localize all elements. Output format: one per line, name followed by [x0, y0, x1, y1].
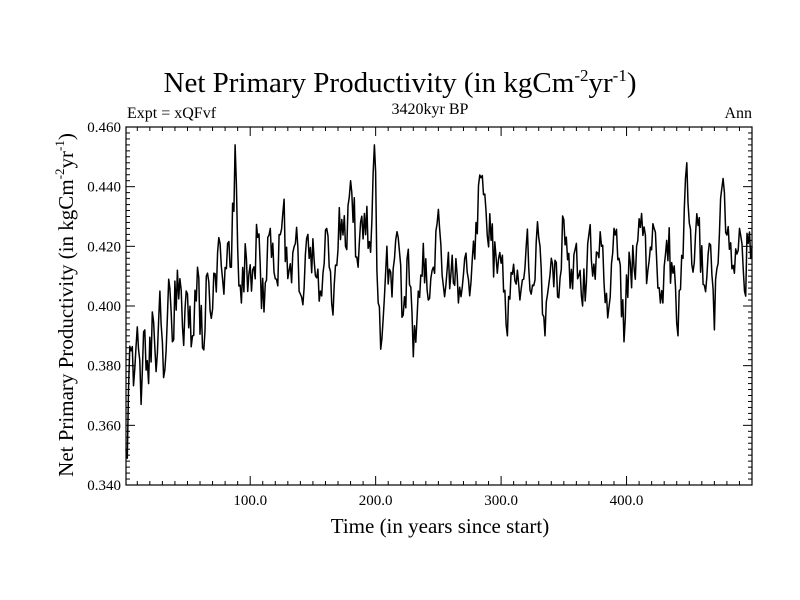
x-tick-label: 100.0 [233, 493, 267, 509]
season-label: Ann [724, 105, 752, 122]
experiment-label: Expt = xQFvf [127, 105, 217, 122]
x-axis-label: Time (in years since start) [331, 514, 550, 538]
chart-title-sup2: -1 [613, 66, 627, 85]
y-tick-label: 0.460 [87, 120, 121, 136]
x-tick-label: 400.0 [610, 493, 644, 509]
chart-title-sup1: -2 [574, 66, 588, 85]
y-axis-ticks: 0.340 0.360 0.380 0.400 0.420 0.440 0.460 [87, 120, 752, 494]
chart-title-mid: yr [588, 67, 613, 99]
npp-series-line [125, 144, 753, 459]
x-axis-ticks: 100.0 200.0 300.0 400.0 [136, 127, 753, 509]
y-axis-label-main: Net Primary Productivity (in kgCm [54, 179, 78, 476]
y-tick-label: 0.420 [87, 239, 121, 255]
plot-frame [125, 126, 753, 486]
x-tick-label: 300.0 [484, 493, 518, 509]
chart-title: Net Primary Productivity (in kgCm-2yr-1) [164, 66, 637, 99]
y-tick-label: 0.340 [87, 478, 121, 494]
y-axis-label-end: ) [54, 133, 78, 140]
chart-title-main: Net Primary Productivity (in kgCm [164, 67, 575, 99]
y-tick-label: 0.440 [87, 180, 121, 196]
period-label: 3420kyr BP [392, 101, 469, 118]
y-axis-label: Net Primary Productivity (in kgCm-2yr-1) [52, 133, 78, 477]
y-tick-label: 0.360 [87, 418, 121, 434]
chart-title-end: ) [627, 67, 637, 99]
y-axis-label-sup1: -2 [52, 169, 67, 180]
plot-area: 0.340 0.360 0.380 0.400 0.420 0.440 0.460 100.… [87, 120, 753, 509]
x-tick-label: 200.0 [359, 493, 393, 509]
y-axis-label-mid: yr [54, 151, 78, 169]
y-tick-label: 0.400 [87, 299, 121, 315]
y-axis-label-sup2: -1 [52, 140, 67, 151]
y-tick-label: 0.380 [87, 359, 121, 375]
